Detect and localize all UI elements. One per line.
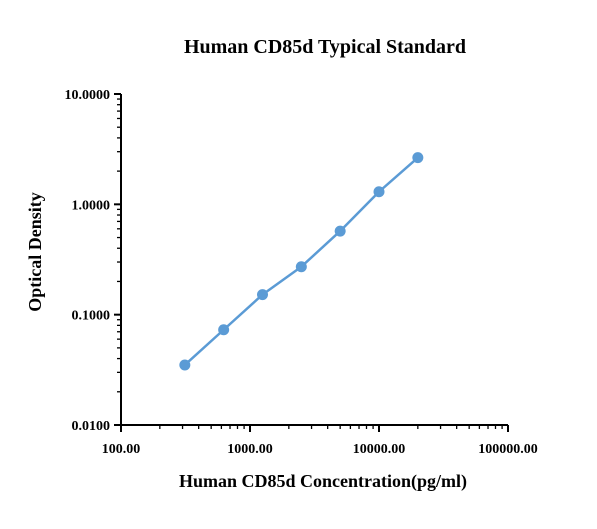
data-point bbox=[257, 289, 269, 301]
data-point bbox=[218, 324, 230, 336]
x-axis-label: Human CD85d Concentration(pg/ml) bbox=[179, 471, 467, 492]
y-axis: 10.0000 1.0000 0.1000 0.0100 bbox=[65, 88, 122, 434]
y-tick-label: 10.0000 bbox=[65, 88, 111, 103]
data-point bbox=[179, 359, 191, 371]
chart-title: Human CD85d Typical Standard bbox=[184, 36, 466, 58]
y-tick-label: 0.0100 bbox=[72, 419, 111, 434]
y-tick-label: 1.0000 bbox=[72, 198, 111, 213]
y-axis-label: Optical Density bbox=[25, 192, 45, 312]
data-point bbox=[412, 152, 424, 164]
data-point bbox=[334, 225, 346, 237]
x-axis: 100.00 1000.00 10000.00 100000.00 bbox=[102, 424, 538, 457]
x-tick-label: 100000.00 bbox=[478, 442, 538, 457]
x-tick-label: 1000.00 bbox=[227, 442, 273, 457]
y-tick-label: 0.1000 bbox=[72, 309, 111, 324]
series-layer bbox=[179, 152, 424, 371]
x-tick-label: 100.00 bbox=[102, 442, 141, 457]
x-tick-label: 10000.00 bbox=[353, 442, 406, 457]
data-point bbox=[373, 186, 385, 198]
data-point bbox=[295, 261, 307, 273]
